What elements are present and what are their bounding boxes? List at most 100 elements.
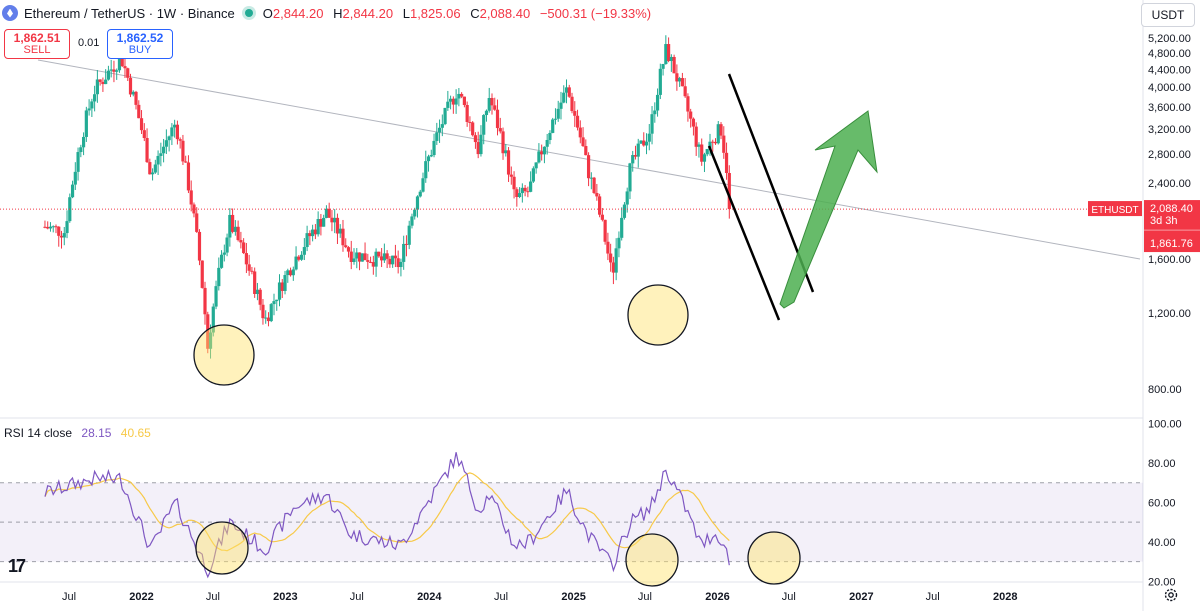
candle-body (106, 70, 111, 80)
candle-body (396, 258, 400, 268)
candle-body (126, 68, 130, 78)
candle-body (647, 133, 651, 142)
candle-body (344, 245, 348, 248)
candle-body (393, 255, 398, 259)
candle-body (529, 181, 533, 192)
candle-body (515, 189, 519, 198)
candle-body (385, 253, 389, 259)
candle-body (294, 256, 298, 270)
candle-body (79, 147, 83, 153)
candle-body (189, 190, 193, 205)
candle-body (517, 193, 522, 198)
candle-body (440, 124, 444, 128)
candle-body (302, 247, 306, 255)
buy-button[interactable]: 1,862.52 BUY (107, 29, 173, 59)
candle-body (595, 192, 599, 197)
candle-body (208, 332, 213, 349)
candle-body (90, 101, 94, 109)
time-tick-label: Jul (638, 591, 652, 603)
market-open-icon (244, 9, 253, 17)
currency-selector[interactable]: USDT (1141, 3, 1195, 27)
candle-body (581, 137, 585, 147)
candle-body (570, 96, 574, 112)
candle-body (313, 229, 317, 235)
candle-body (84, 110, 88, 137)
candle-body (46, 226, 50, 229)
symbol-header: Ethereum / TetherUS · 1W · Binance O2,84… (0, 0, 657, 26)
candle-body (564, 87, 569, 93)
candle-body (680, 78, 684, 87)
candle-body (523, 187, 527, 192)
price-tick-label: 4,800.00 (1148, 48, 1191, 60)
candle-body (371, 262, 375, 267)
candle-body (415, 196, 420, 210)
candle-body (421, 178, 425, 192)
candle-body (520, 187, 524, 194)
highlight-circle (627, 284, 689, 346)
candle-body (700, 144, 704, 162)
candle-body (391, 255, 395, 265)
candle-body (319, 219, 323, 227)
candle-body (195, 213, 199, 232)
rsi-legend[interactable]: RSI 14 close 28.15 40.65 (4, 426, 151, 440)
candle-body (426, 156, 431, 162)
price-tick-label: 3,200.00 (1148, 124, 1191, 136)
candle-body (311, 229, 315, 237)
candle-body (611, 262, 616, 273)
price-tick-label: 4,000.00 (1148, 82, 1191, 94)
rsi-line (44, 452, 730, 579)
candle-body (457, 93, 461, 99)
candle-body (173, 124, 177, 128)
candle-body (606, 241, 610, 254)
candle-body (691, 118, 696, 127)
candle-body (272, 301, 276, 305)
last-symbol-label: ETHUSDT (1091, 205, 1138, 216)
candle-body (473, 135, 478, 143)
candle-body (664, 44, 668, 65)
candle-body (716, 124, 720, 144)
candle-body (87, 108, 91, 111)
rsi-ma-line (44, 472, 730, 552)
candle-body (349, 251, 353, 262)
rsi-label: RSI 14 close (4, 426, 73, 440)
candle-body (48, 226, 53, 229)
settings-gear-icon[interactable] (1163, 587, 1179, 603)
price-tick-label: 4,400.00 (1148, 64, 1191, 76)
candle-body (112, 69, 116, 72)
candle-body (128, 77, 133, 95)
candle-body (575, 115, 580, 128)
price-tick-label: 5,200.00 (1148, 33, 1191, 45)
candle-body (153, 164, 157, 173)
ohlc-values: O2,844.20 H2,844.20 L1,825.06 C2,088.40 … (263, 6, 657, 21)
candle-body (374, 251, 378, 267)
candle-body (669, 56, 673, 62)
candle-body (316, 219, 320, 235)
candle-body (678, 78, 682, 82)
candle-body (200, 260, 204, 288)
candle-body (115, 70, 119, 72)
candle-body (404, 243, 409, 245)
candle-body (164, 140, 168, 147)
time-tick-label: 2027 (849, 591, 873, 603)
candle-body (435, 132, 439, 141)
low-label: L (402, 5, 410, 21)
candle-body (104, 79, 108, 85)
price-tick-label: 2,400.00 (1148, 178, 1191, 190)
candle-body (324, 208, 329, 218)
candle-body (222, 252, 226, 255)
candle-body (592, 177, 596, 193)
candle-body (297, 256, 301, 260)
symbol-title[interactable]: Ethereum / TetherUS · 1W · Binance (24, 5, 235, 21)
candle-body (239, 240, 243, 243)
candle-body (170, 127, 174, 137)
candle-body (377, 251, 381, 257)
candle-body (338, 228, 342, 234)
sell-button[interactable]: 1,862.51 SELL (4, 29, 70, 59)
bullish-arrow (779, 110, 878, 309)
tradingview-logo-icon[interactable]: 17 (8, 556, 26, 576)
candle-body (620, 217, 624, 238)
candle-body (280, 282, 284, 291)
candle-body (451, 98, 455, 105)
rsi-tick-label: 20.00 (1148, 576, 1176, 588)
